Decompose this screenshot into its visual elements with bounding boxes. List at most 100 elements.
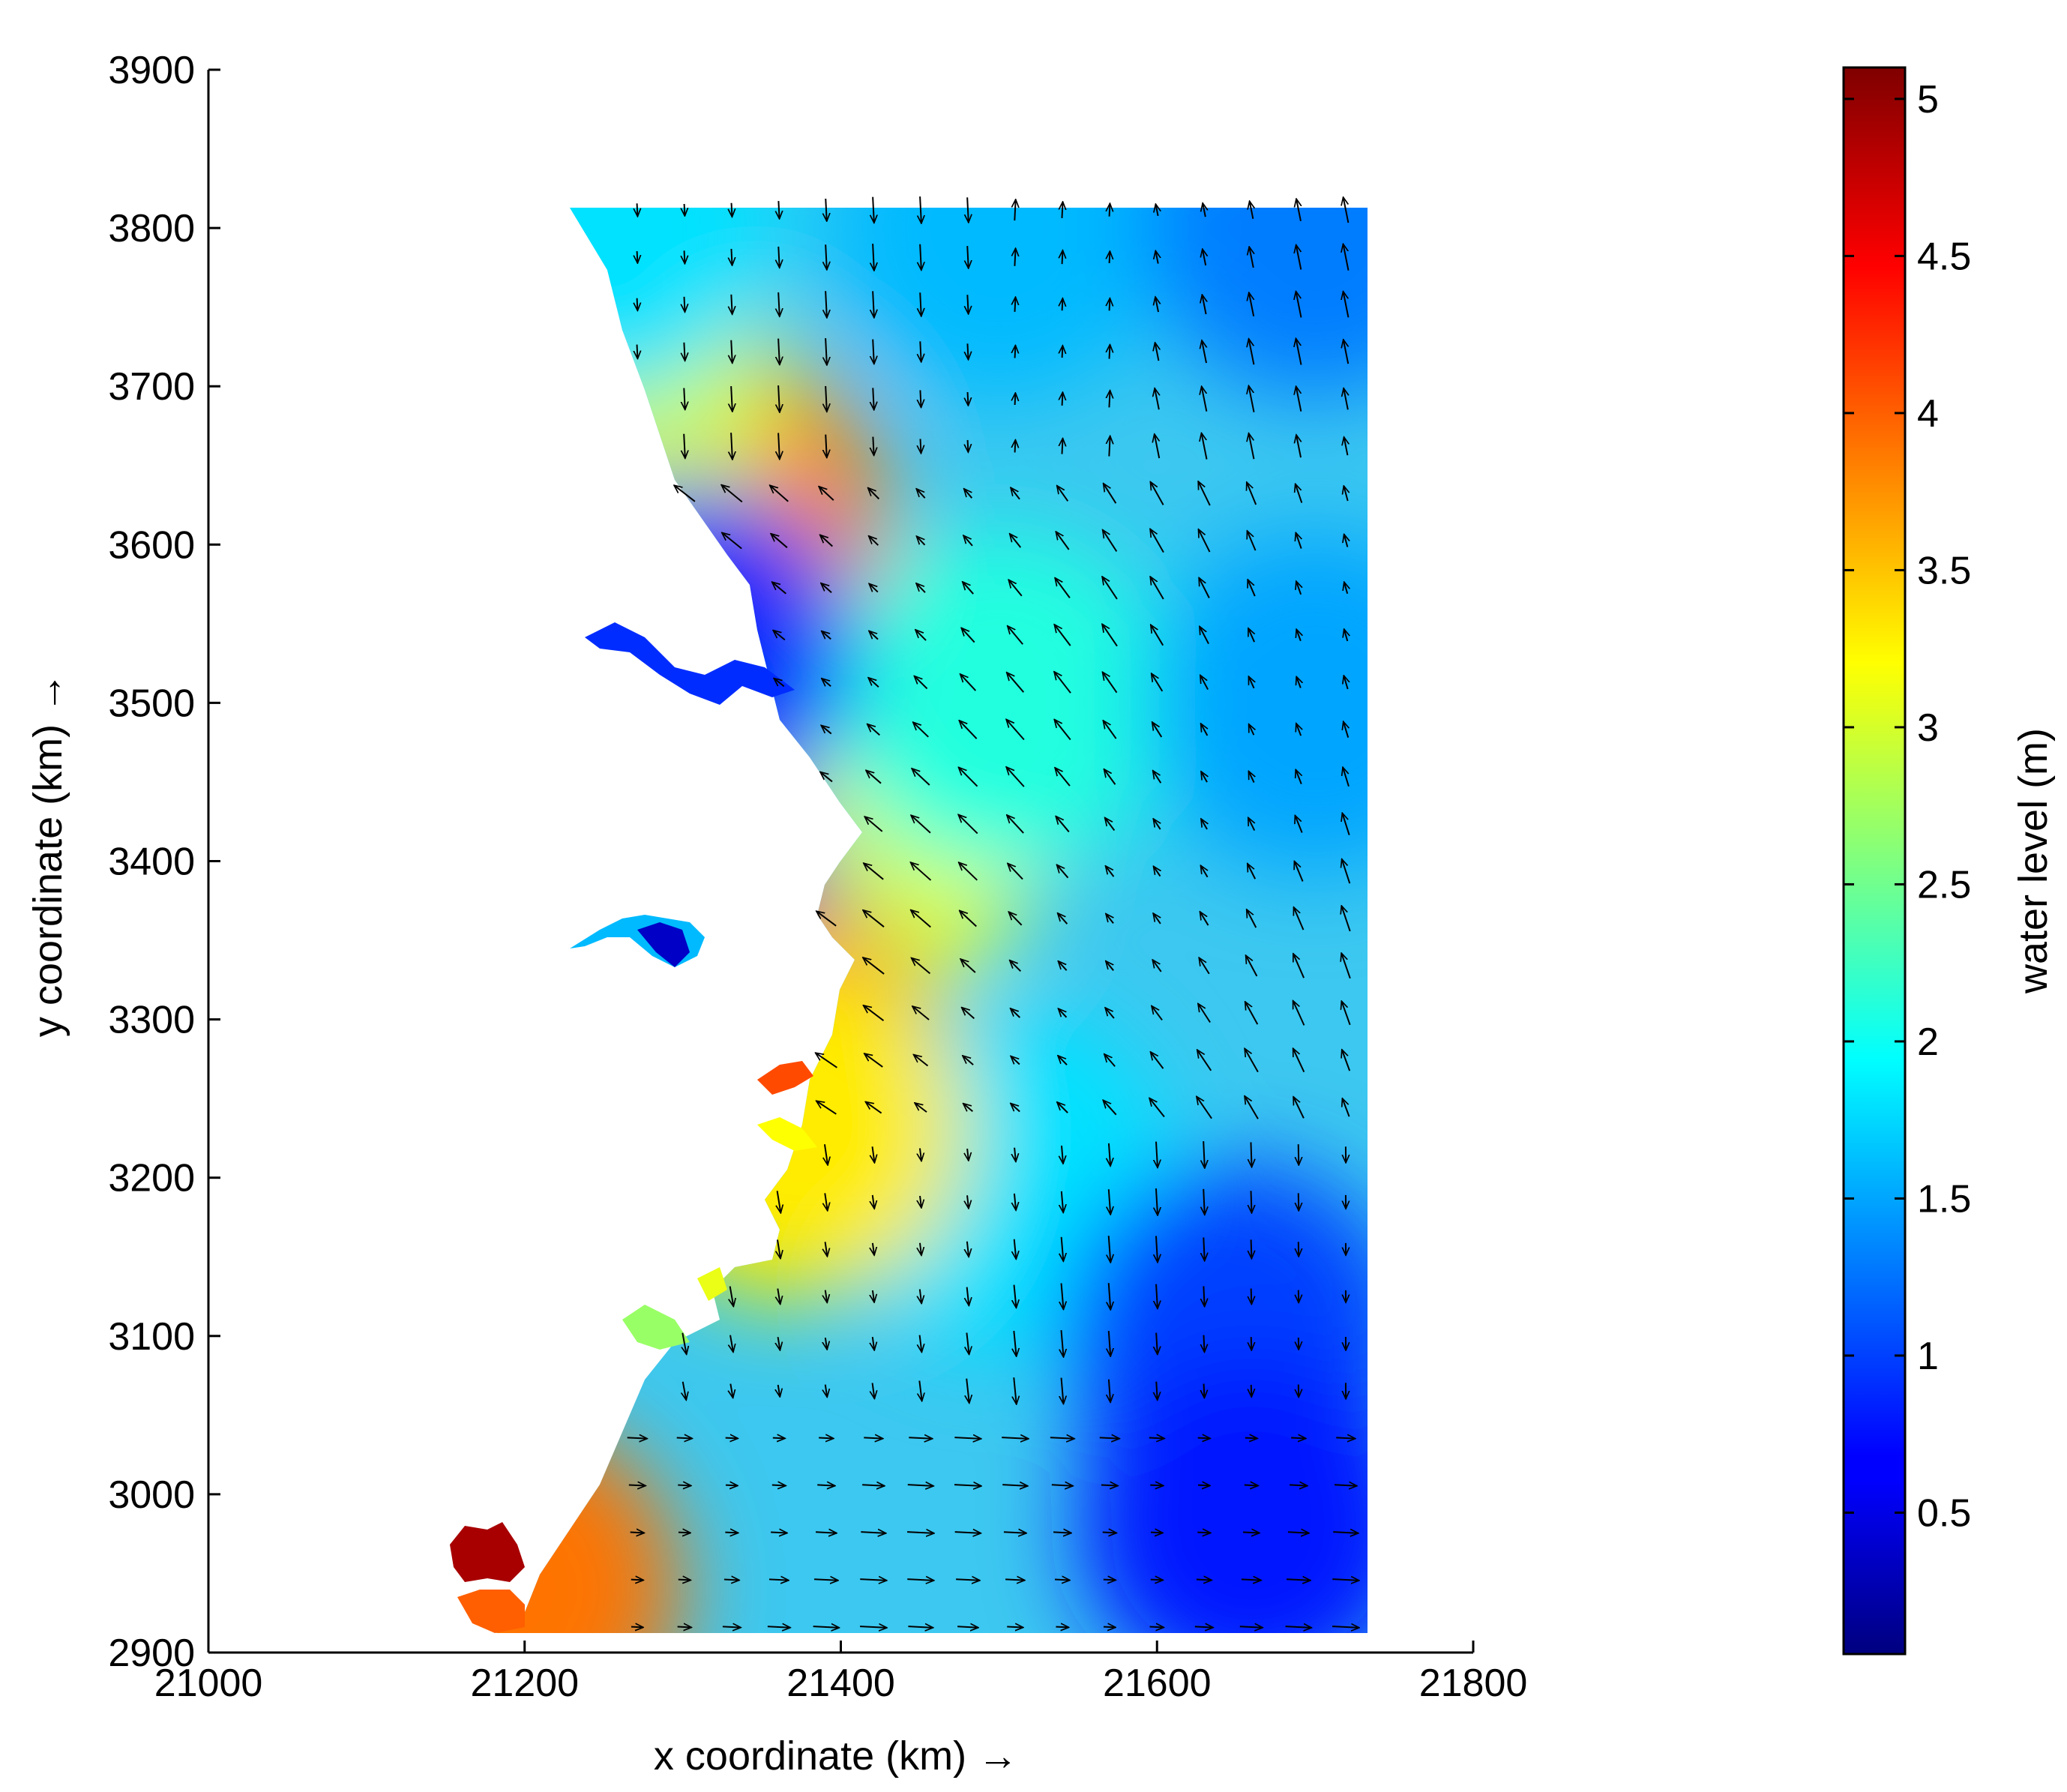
velocity-arrow	[1015, 440, 1016, 453]
velocity-arrow	[864, 863, 884, 880]
velocity-arrow	[1152, 722, 1163, 738]
velocity-arrow	[1109, 1143, 1110, 1166]
velocity-arrow	[1247, 482, 1257, 505]
x-tick-label: 21200	[470, 1662, 579, 1705]
velocity-arrow	[1062, 346, 1063, 358]
velocity-arrow	[961, 628, 975, 643]
velocity-arrow	[1099, 1437, 1119, 1438]
velocity-arrow	[777, 1239, 780, 1258]
velocity-arrow	[1248, 385, 1255, 412]
velocity-arrow	[1247, 909, 1257, 928]
velocity-arrow	[1198, 481, 1211, 506]
velocity-arrow	[1201, 724, 1208, 736]
colorbar-tick-label: 4	[1917, 392, 1939, 436]
velocity-arrow	[1202, 340, 1206, 364]
velocity-arrow	[963, 1104, 973, 1113]
velocity-arrow	[1296, 292, 1302, 318]
velocity-arrow	[1055, 578, 1071, 598]
velocity-arrow	[1344, 197, 1350, 223]
velocity-arrow	[637, 344, 638, 359]
velocity-arrow	[1156, 1381, 1157, 1401]
velocity-arrow	[1003, 1532, 1026, 1533]
velocity-arrow	[1156, 1332, 1158, 1355]
velocity-arrow	[954, 1437, 981, 1439]
velocity-arrow	[820, 535, 833, 547]
colorbar-tick-label: 3.5	[1917, 549, 1971, 592]
velocity-arrow	[1061, 1329, 1063, 1357]
velocity-arrow	[913, 722, 929, 738]
estuary	[585, 622, 795, 705]
velocity-arrow	[627, 1437, 648, 1438]
velocity-arrow	[967, 295, 968, 314]
velocity-arrow	[1155, 297, 1158, 313]
velocity-arrow	[1150, 482, 1164, 505]
velocity-arrow	[1104, 1054, 1116, 1067]
velocity-arrow	[960, 959, 976, 973]
velocity-arrow	[1109, 1330, 1110, 1356]
velocity-arrow	[770, 485, 789, 502]
velocity-arrow	[1199, 957, 1210, 975]
velocity-arrow	[911, 910, 931, 928]
velocity-arrow	[1200, 865, 1207, 878]
velocity-arrow	[1197, 1096, 1212, 1119]
velocity-arrow	[911, 815, 931, 834]
velocity-arrow	[1203, 1286, 1204, 1306]
velocity-arrow	[1344, 292, 1350, 318]
velocity-arrow	[873, 291, 874, 317]
velocity-arrow	[920, 341, 921, 361]
x-tick-label: 21400	[786, 1662, 895, 1705]
velocity-arrow	[966, 1332, 969, 1355]
velocity-arrow	[1296, 338, 1302, 365]
velocity-arrow	[1251, 1288, 1252, 1304]
velocity-arrow	[914, 676, 928, 690]
velocity-arrow	[967, 1241, 969, 1257]
velocity-arrow	[722, 532, 742, 550]
velocity-arrow	[1002, 1485, 1028, 1486]
velocity-arrow	[825, 198, 826, 221]
velocity-arrow	[920, 1195, 921, 1208]
velocity-arrow	[1251, 1239, 1252, 1258]
velocity-arrow	[1202, 386, 1208, 412]
velocity-arrow	[1002, 1437, 1029, 1439]
velocity-arrow	[1200, 675, 1209, 691]
velocity-arrow	[822, 631, 831, 640]
velocity-arrow	[1248, 817, 1254, 832]
velocity-arrow	[1153, 819, 1160, 830]
velocity-arrow	[1246, 955, 1258, 977]
velocity-arrow	[631, 1580, 643, 1581]
estuary	[757, 1061, 813, 1095]
velocity-arrow	[863, 957, 885, 975]
velocity-arrow	[1059, 1008, 1068, 1018]
velocity-arrow	[1155, 434, 1159, 459]
velocity-arrow	[967, 197, 969, 222]
velocity-arrow	[920, 196, 921, 223]
velocity-arrow	[821, 583, 832, 594]
velocity-arrow	[778, 385, 780, 412]
velocity-arrow	[1015, 346, 1016, 358]
velocity-arrow	[1341, 1001, 1351, 1026]
velocity-arrow	[1197, 1485, 1210, 1486]
velocity-arrow	[869, 536, 879, 546]
velocity-arrow	[777, 1191, 781, 1212]
velocity-arrow	[1292, 954, 1305, 978]
velocity-arrow	[1152, 1006, 1163, 1021]
velocity-arrow	[873, 1194, 874, 1209]
velocity-arrow	[864, 1053, 883, 1068]
velocity-arrow	[819, 1438, 834, 1439]
velocity-arrow	[1104, 769, 1116, 785]
velocity-arrow	[1249, 339, 1255, 365]
y-ticks: 2900 3000 3100 3200 3300 3400 3500 3600 3700 3800…	[108, 49, 220, 1675]
colorbar-tick-label: 4.5	[1917, 235, 1971, 278]
velocity-arrow	[1344, 582, 1347, 595]
velocity-arrow	[683, 1381, 687, 1400]
velocity-arrow	[1343, 244, 1350, 271]
velocity-arrow	[954, 1485, 981, 1486]
velocity-arrow	[1011, 1103, 1020, 1113]
velocity-arrow	[1062, 1236, 1064, 1261]
y-tick-label: 2900	[108, 1632, 195, 1675]
velocity-arrow	[873, 339, 874, 364]
velocity-arrow	[778, 433, 780, 459]
velocity-arrow	[1011, 1008, 1021, 1018]
velocity-arrow	[1062, 298, 1063, 311]
velocity-arrow	[1151, 625, 1164, 646]
